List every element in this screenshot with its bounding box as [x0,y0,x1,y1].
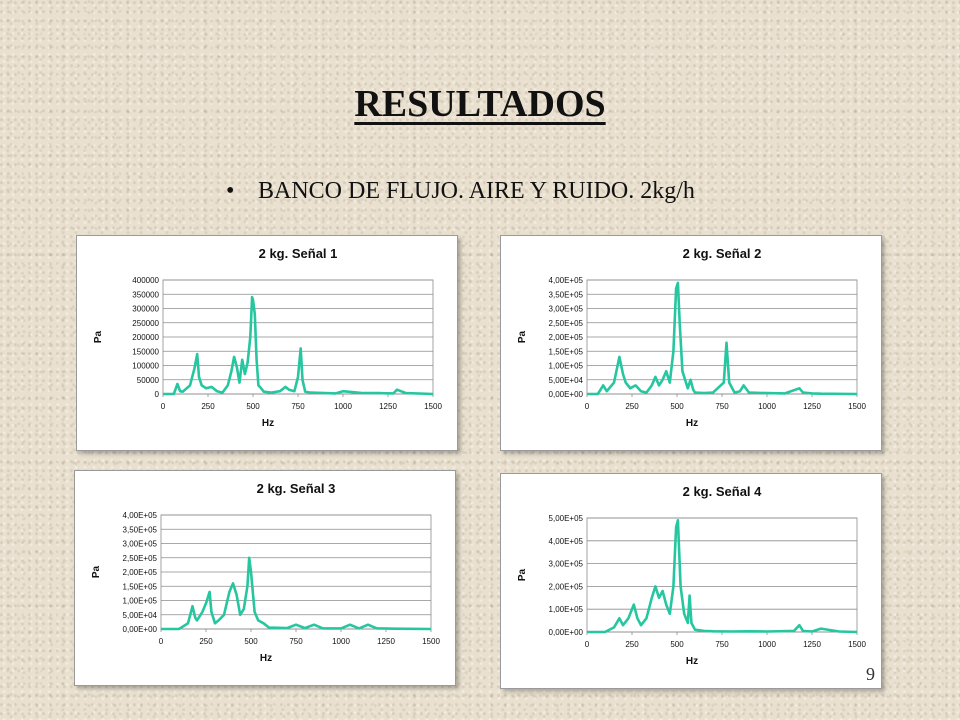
ch4-ytick-label: 2,00E+05 [549,582,584,591]
ch1-series-line [163,295,434,396]
ch4-ytick-label: 1,00E+05 [549,605,584,614]
chart-svg: 2 kg. Señal 2 0,00E+00 5,00E+04 1,00E+05 1,5… [517,246,866,429]
ch1-ytick-label: 250000 [132,319,159,328]
ch4-title: 2 kg. Señal 4 [683,484,763,499]
ch3-ytick-label: 2,50E+05 [123,554,158,563]
ch2-ytick-label: 3,00E+05 [549,305,584,314]
ch1-xtick-label: 1000 [334,402,352,411]
ch3-ytick-label: 3,00E+05 [123,540,158,549]
ch2-ytick-label: 1,00E+05 [549,362,584,371]
ch2-xtick-label: 500 [670,402,684,411]
ch2-ytick-label: 2,00E+05 [549,333,584,342]
ch1-xtick-label: 500 [246,402,260,411]
ch4-xtick-label: 1000 [758,640,776,649]
ch3-xtick-label: 1000 [332,637,350,646]
ch1-xtick-label: 1250 [379,402,397,411]
ch4-xtick-label: 0 [585,640,590,649]
ch3-ytick-label: 4,00E+05 [123,511,158,520]
ch1-ytick-label: 400000 [132,276,159,285]
ch1-xtick-label: 750 [291,402,305,411]
ch2-xtick-label: 1000 [758,402,776,411]
ch1-ytick-label: 150000 [132,347,159,356]
ch3-xtick-label: 500 [244,637,258,646]
ch3-xlabel: Hz [260,653,272,664]
ch4-series-line [587,518,858,634]
ch3-xtick-label: 1500 [422,637,440,646]
ch2-title: 2 kg. Señal 2 [683,246,762,261]
ch3-xtick-label: 750 [289,637,303,646]
ch2-series-line [587,281,858,396]
ch1-ytick-label: 0 [155,390,160,399]
ch2-xtick-label: 750 [715,402,729,411]
ch1-xlabel: Hz [262,418,274,429]
ch4-plot-area [586,517,858,633]
ch1-ytick-label: 350000 [132,290,159,299]
ch2-ylabel: Pa [517,330,528,343]
ch1-ytick-label: 100000 [132,362,159,371]
chart-svg: 2 kg. Señal 3 0,00E+00 5,00E+04 1,00E+05 1,5… [91,481,440,664]
ch4-ytick-label: 5,00E+05 [549,514,584,523]
ch1-ytick-label: 300000 [132,305,159,314]
ch3-xtick-label: 0 [159,637,164,646]
ch4-ytick-label: 3,00E+05 [549,560,584,569]
ch1-ytick-label: 200000 [132,333,159,342]
chart-panel-senal-1: 2 kg. Señal 1 0 50000 100000 150000 200000 250… [76,235,458,451]
ch2-xtick-label: 0 [585,402,590,411]
ch1-ylabel: Pa [93,330,104,343]
ch4-ytick-label: 0,00E+00 [549,628,584,637]
ch3-series-line [161,556,432,631]
ch2-xlabel: Hz [686,418,698,429]
bullet-dot-icon: • [226,178,235,204]
ch3-ytick-label: 2,00E+05 [123,568,158,577]
ch3-ytick-label: 1,50E+05 [123,582,158,591]
chart-svg: 2 kg. Señal 4 0,00E+00 1,00E+05 2,00E+05 3,0… [517,484,866,667]
ch1-xtick-label: 0 [161,402,166,411]
bullet-text: BANCO DE FLUJO. AIRE Y RUIDO. 2kg/h [258,178,695,204]
ch4-xtick-label: 750 [715,640,729,649]
ch2-ytick-label: 5,00E+04 [549,376,584,385]
ch3-title: 2 kg. Señal 3 [257,481,336,496]
ch3-ytick-label: 3,50E+05 [123,525,158,534]
ch3-ytick-label: 1,00E+05 [123,597,158,606]
ch4-xtick-label: 1250 [803,640,821,649]
ch3-ylabel: Pa [91,565,102,578]
ch2-xtick-label: 1250 [803,402,821,411]
chart-panel-senal-3: 2 kg. Señal 3 0,00E+00 5,00E+04 1,00E+05 1,5… [74,470,456,686]
ch2-xtick-label: 1500 [848,402,866,411]
ch2-ytick-label: 0,00E+00 [549,390,584,399]
ch4-xtick-label: 1500 [848,640,866,649]
ch3-ytick-label: 5,00E+04 [123,611,158,620]
ch2-xtick-label: 250 [625,402,639,411]
ch1-ytick-label: 50000 [137,376,160,385]
ch2-ytick-label: 4,00E+05 [549,276,584,285]
ch1-xtick-label: 1500 [424,402,442,411]
slide-title: RESULTADOS [354,83,606,125]
ch3-xtick-label: 250 [199,637,213,646]
ch4-xtick-label: 250 [625,640,639,649]
ch4-ytick-label: 4,00E+05 [549,537,584,546]
ch3-xtick-label: 1250 [377,637,395,646]
ch1-xtick-label: 250 [201,402,215,411]
ch4-xlabel: Hz [686,656,698,667]
ch3-ytick-label: 0,00E+00 [123,625,158,634]
ch4-ylabel: Pa [517,568,528,581]
ch2-ytick-label: 3,50E+05 [549,290,584,299]
chart-panel-senal-4: 2 kg. Señal 4 0,00E+00 1,00E+05 2,00E+05 3,0… [500,473,882,689]
ch2-ytick-label: 1,50E+05 [549,347,584,356]
ch4-xtick-label: 500 [670,640,684,649]
page-number: 9 [866,664,875,684]
ch1-title: 2 kg. Señal 1 [259,246,338,261]
chart-svg: 2 kg. Señal 1 0 50000 100000 150000 200000 250… [93,246,442,429]
ch2-ytick-label: 2,50E+05 [549,319,584,328]
chart-panel-senal-2: 2 kg. Señal 2 0,00E+00 5,00E+04 1,00E+05 1,5… [500,235,882,451]
